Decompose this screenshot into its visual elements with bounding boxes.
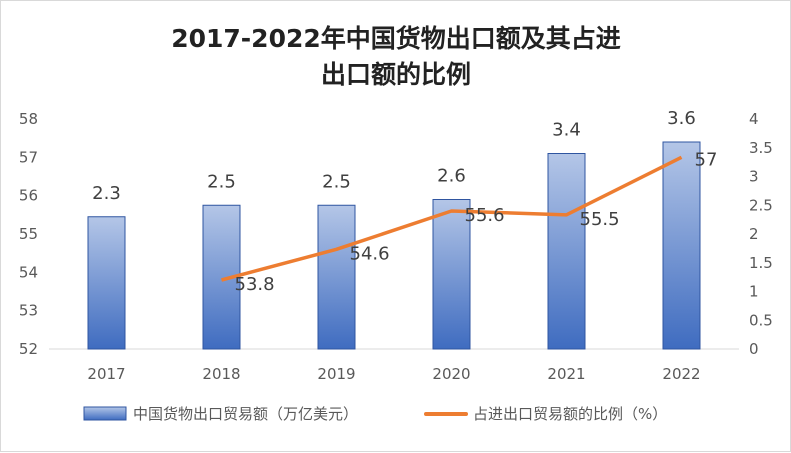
bar-label: 2.6 [437, 166, 466, 187]
legend-bar-label: 中国货物出口贸易额（万亿美元） [133, 405, 358, 423]
right-axis-tick: 0 [749, 340, 759, 358]
left-axis-tick: 54 [19, 263, 38, 281]
bar-2019 [318, 205, 355, 349]
right-axis-tick: 0.5 [749, 311, 773, 329]
right-axis-tick: 4 [749, 110, 759, 128]
x-axis-tick: 2020 [432, 365, 470, 383]
left-axis-tick: 57 [19, 148, 38, 166]
line-label: 55.5 [580, 209, 620, 230]
left-axis-tick: 53 [19, 302, 38, 320]
bar-label: 2.3 [92, 183, 121, 204]
bar-label: 3.4 [552, 120, 581, 141]
legend-bar-swatch [84, 407, 126, 420]
left-axis-tick: 56 [19, 187, 38, 205]
x-axis-tick: 2022 [662, 365, 700, 383]
line-label: 57 [695, 149, 718, 170]
x-axis-tick: 2017 [87, 365, 125, 383]
right-axis-tick: 1 [749, 283, 759, 301]
chart-title-line-2: 出口额的比例 [321, 60, 471, 89]
bar-2017 [88, 217, 125, 349]
left-axis-tick: 58 [19, 110, 38, 128]
line-label: 54.6 [350, 243, 390, 264]
left-axis-tick: 52 [19, 340, 38, 358]
right-axis-tick: 2 [749, 225, 759, 243]
legend-line-label: 占进出口贸易额的比例（%） [473, 405, 667, 423]
right-axis-tick: 3.5 [749, 139, 773, 157]
right-axis-tick: 3 [749, 168, 759, 186]
chart-title-line-1: 2017-2022年中国货物出口额及其占进 [171, 24, 621, 53]
bar-label: 2.5 [207, 171, 236, 192]
x-axis-tick: 2019 [317, 365, 355, 383]
x-axis-tick: 2021 [547, 365, 585, 383]
bar-2021 [548, 154, 585, 350]
line-label: 53.8 [235, 274, 275, 295]
bar-2022 [663, 142, 700, 349]
bar-label: 2.5 [322, 171, 351, 192]
line-label: 55.6 [465, 205, 505, 226]
left-axis-tick: 55 [19, 225, 38, 243]
x-axis-tick: 2018 [202, 365, 240, 383]
right-axis-tick: 1.5 [749, 254, 773, 272]
bar-label: 3.6 [667, 108, 696, 129]
right-axis-tick: 2.5 [749, 196, 773, 214]
